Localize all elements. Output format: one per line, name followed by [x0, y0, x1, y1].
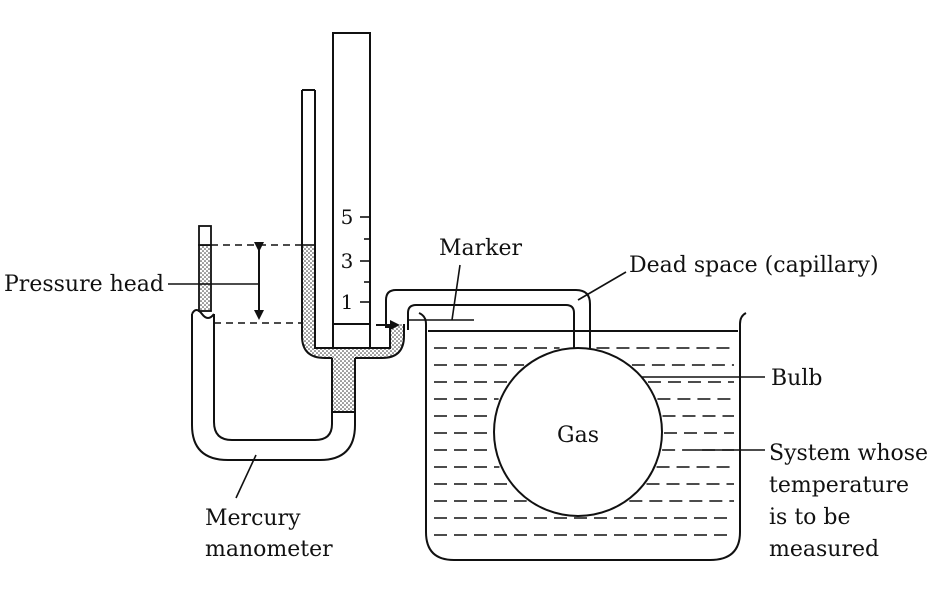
scale-label-5: 5 — [341, 205, 354, 229]
manometer-leader — [235, 454, 257, 499]
graduated-scale — [332, 32, 371, 349]
marker-label: Marker — [439, 236, 523, 261]
capillary-tube — [385, 289, 591, 349]
manometer-stem-mercury — [332, 358, 355, 412]
gas-label: Gas — [557, 423, 599, 448]
open-tube-mercury — [198, 244, 212, 312]
dead-space-label: Dead space (capillary) — [629, 253, 879, 278]
system-label: System whose temperature is to be measur… — [769, 441, 930, 562]
gas-bulb — [493, 347, 663, 517]
marker-leader — [451, 264, 461, 321]
pressure-head-label: Pressure head — [4, 272, 164, 297]
dead-space-leader — [577, 271, 627, 301]
bath-liquid-lines — [428, 330, 738, 536]
reservoir-mercury — [302, 245, 404, 358]
bulb-label: Bulb — [771, 366, 822, 391]
manometer-label: Mercury manometer — [205, 506, 333, 562]
manometer-u-tube — [191, 314, 356, 461]
open-tube-top — [198, 225, 212, 246]
scale-label-1: 1 — [341, 290, 354, 314]
scale-label-3: 3 — [341, 249, 354, 273]
scale-ticks — [360, 216, 370, 303]
